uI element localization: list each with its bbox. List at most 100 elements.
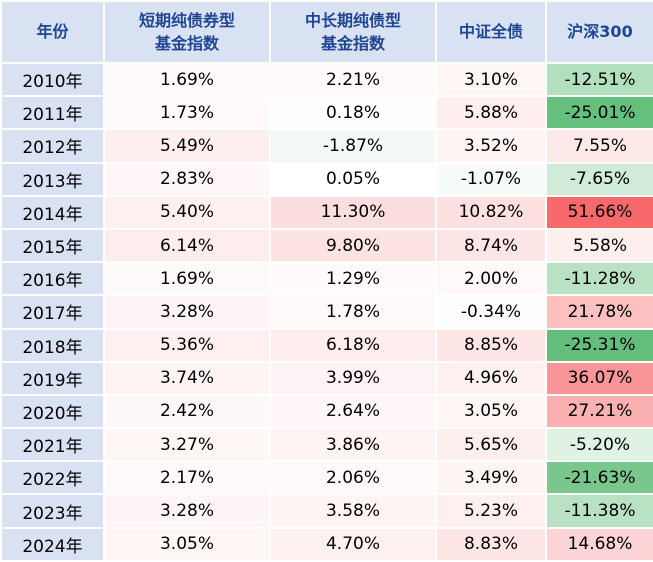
year-cell: 2019年 [0,360,105,396]
value-cell: -11.38% [545,493,653,529]
year-cell: 2011年 [0,95,105,131]
year-cell: 2015年 [0,227,105,264]
value-cell: 3.28% [103,493,271,529]
year-cell: 2017年 [0,294,105,330]
value-cell: 3.49% [435,460,547,496]
year-cell: 2024年 [0,526,105,562]
value-cell: 2.42% [103,393,271,430]
value-cell: 4.70% [269,526,437,562]
value-cell: 2.17% [103,460,271,496]
header-row: 年份 短期纯债券型 基金指数 中长期纯债型 基金指数 中证全债 沪深300 [0,0,653,64]
value-cell: 10.82% [435,194,547,230]
value-cell: -21.63% [545,460,653,496]
col-header-label-line2: 基金指数 [154,34,219,53]
value-cell: 1.69% [103,61,271,98]
table-row: 2020年 2.42% 2.64% 3.05% 27.21% [0,393,653,430]
value-cell: 9.80% [269,227,437,264]
value-cell: 1.78% [269,294,437,330]
value-cell: 0.05% [269,161,437,197]
value-cell: 3.28% [103,294,271,330]
value-cell: -7.65% [545,161,653,197]
table-row: 2010年 1.69% 2.21% 3.10% -12.51% [0,61,653,98]
value-cell: 1.29% [269,261,437,297]
value-cell: 11.30% [269,194,437,230]
value-cell: 2.83% [103,161,271,197]
year-cell: 2018年 [0,327,105,363]
value-cell: 3.86% [269,427,437,463]
table-row: 2022年 2.17% 2.06% 3.49% -21.63% [0,460,653,496]
table-row: 2023年 3.28% 3.58% 5.23% -11.38% [0,493,653,529]
col-header-year-label: 年份 [36,22,69,42]
col-header-label-line1: 短期纯债券型 [138,10,235,30]
year-cell: 2023年 [0,493,105,529]
value-cell: 2.64% [269,393,437,430]
value-cell: 3.74% [103,360,271,396]
table-body: 2010年 1.69% 2.21% 3.10% -12.51% 2011年 1.73% 0.1… [0,61,653,562]
year-cell: 2021年 [0,427,105,463]
value-cell: -25.01% [545,95,653,131]
value-cell: 27.21% [545,393,653,430]
table-row: 2012年 5.49% -1.87% 3.52% 7.55% [0,128,653,164]
col-header-short-term-pure-bond-index: 短期纯债券型 基金指数 [103,0,271,64]
table-row: 2016年 1.69% 1.29% 2.00% -11.28% [0,261,653,297]
value-cell: -5.20% [545,427,653,463]
value-cell: 2.21% [269,61,437,98]
table-row: 2017年 3.28% 1.78% -0.34% 21.78% [0,294,653,330]
year-cell: 2020年 [0,393,105,430]
year-cell: 2022年 [0,460,105,496]
col-header-label-line2: 基金指数 [320,34,385,53]
value-cell: 1.69% [103,261,271,297]
col-header-csi300: 沪深300 [545,0,653,64]
col-header-csi300-label: 沪深300 [567,22,633,42]
year-cell: 2010年 [0,61,105,98]
value-cell: 5.36% [103,327,271,363]
value-cell: 51.66% [545,194,653,230]
value-cell: 8.85% [435,327,547,363]
value-cell: 4.96% [435,360,547,396]
col-header-medium-long-term-pure-bond-index: 中长期纯债型 基金指数 [269,0,437,64]
year-cell: 2012年 [0,128,105,164]
table-row: 2018年 5.36% 6.18% 8.85% -25.31% [0,327,653,363]
value-cell: 5.58% [545,227,653,264]
value-cell: 3.05% [103,526,271,562]
year-cell: 2014年 [0,194,105,230]
value-cell: -1.07% [435,161,547,197]
year-cell: 2013年 [0,161,105,197]
value-cell: 7.55% [545,128,653,164]
value-cell: 14.68% [545,526,653,562]
value-cell: 3.10% [435,61,547,98]
table-row: 2021年 3.27% 3.86% 5.65% -5.20% [0,427,653,463]
value-cell: 3.05% [435,393,547,430]
value-cell: 21.78% [545,294,653,330]
col-header-label-line1: 中长期纯债型 [304,10,401,30]
value-cell: -1.87% [269,128,437,164]
year-cell: 2016年 [0,261,105,297]
col-header-csi-aggregate-bond-label: 中证全债 [458,22,523,42]
value-cell: 5.49% [103,128,271,164]
table-row: 2015年 6.14% 9.80% 8.74% 5.58% [0,227,653,264]
value-cell: 6.18% [269,327,437,363]
value-cell: 5.40% [103,194,271,230]
table-row: 2011年 1.73% 0.18% 5.88% -25.01% [0,95,653,131]
value-cell: 6.14% [103,227,271,264]
value-cell: 5.88% [435,95,547,131]
value-cell: 1.73% [103,95,271,131]
value-cell: 8.74% [435,227,547,264]
value-cell: -0.34% [435,294,547,330]
value-cell: -12.51% [545,61,653,98]
value-cell: 3.27% [103,427,271,463]
value-cell: 3.99% [269,360,437,396]
value-cell: 2.06% [269,460,437,496]
value-cell: 0.18% [269,95,437,131]
value-cell: 8.83% [435,526,547,562]
value-cell: 2.00% [435,261,547,297]
table-row: 2019年 3.74% 3.99% 4.96% 36.07% [0,360,653,396]
table-row: 2013年 2.83% 0.05% -1.07% -7.65% [0,161,653,197]
value-cell: 3.58% [269,493,437,529]
value-cell: -25.31% [545,327,653,363]
col-header-csi-aggregate-bond: 中证全债 [435,0,547,64]
col-header-year: 年份 [0,0,105,64]
table-row: 2024年 3.05% 4.70% 8.83% 14.68% [0,526,653,562]
